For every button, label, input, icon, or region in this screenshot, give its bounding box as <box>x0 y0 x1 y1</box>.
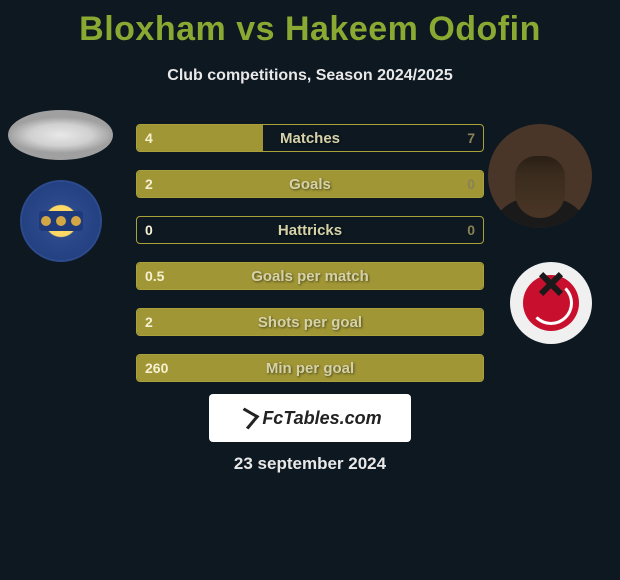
stat-label: Goals per match <box>251 268 369 285</box>
page-title: Bloxham vs Hakeem Odofin <box>0 0 620 49</box>
stat-row-hattricks: 0 Hattricks 0 <box>136 216 484 244</box>
brand-badge: FcTables.com <box>209 394 411 442</box>
stat-right-value: 0 <box>467 176 475 192</box>
stat-label: Shots per goal <box>258 314 362 331</box>
fctables-logo-icon <box>238 408 258 428</box>
stat-row-spg: 2 Shots per goal <box>136 308 484 336</box>
brand-text: FcTables.com <box>262 408 381 429</box>
stat-left-value: 260 <box>145 360 168 376</box>
stat-left-value: 0.5 <box>145 268 164 284</box>
stat-left-value: 4 <box>145 130 153 146</box>
player-right-avatar <box>488 124 592 228</box>
stat-right-value: 0 <box>467 222 475 238</box>
stats-container: 4 Matches 7 2 Goals 0 0 Hattricks 0 0.5 … <box>136 124 484 400</box>
subtitle: Club competitions, Season 2024/2025 <box>0 67 620 85</box>
stat-row-mpg: 260 Min per goal <box>136 354 484 382</box>
stat-right-value: 7 <box>467 130 475 146</box>
stat-fill <box>137 125 263 151</box>
stat-label: Min per goal <box>266 360 354 377</box>
stat-label: Goals <box>289 176 331 193</box>
stat-label: Matches <box>280 130 340 147</box>
stat-row-gpm: 0.5 Goals per match <box>136 262 484 290</box>
stat-left-value: 2 <box>145 314 153 330</box>
shrewsbury-crest-icon <box>20 180 102 262</box>
player-left-avatar <box>8 110 113 160</box>
stat-row-goals: 2 Goals 0 <box>136 170 484 198</box>
stat-left-value: 0 <box>145 222 153 238</box>
rotherham-crest-icon <box>510 262 592 344</box>
stat-row-matches: 4 Matches 7 <box>136 124 484 152</box>
stat-label: Hattricks <box>278 222 342 239</box>
date-label: 23 september 2024 <box>234 454 386 474</box>
stat-left-value: 2 <box>145 176 153 192</box>
